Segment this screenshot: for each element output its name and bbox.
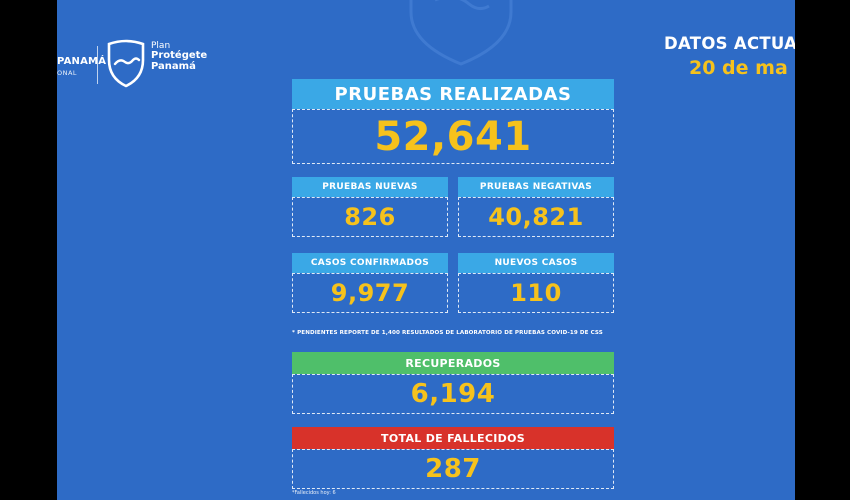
- stat-pruebas-negativas: PRUEBAS NEGATIVAS 40,821: [458, 177, 614, 237]
- logo-divider: [97, 46, 98, 84]
- date-label: 20 de ma: [689, 57, 788, 79]
- stat-recuperados: RECUPERADOS 6,194: [292, 352, 614, 414]
- panama-word: Panamá: [151, 60, 196, 72]
- datos-actualizados-label: DATOS ACTUA: [664, 34, 795, 53]
- government-name: PANAMÁ: [57, 56, 107, 67]
- stat-casos-confirmados: CASOS CONFIRMADOS 9,977: [292, 253, 448, 313]
- stat-label: PRUEBAS NEGATIVAS: [458, 177, 614, 197]
- stat-nuevos-casos: NUEVOS CASOS 110: [458, 253, 614, 313]
- plan-shield-icon: [107, 39, 145, 88]
- shield-watermark-icon: [409, 0, 513, 66]
- stat-value: 52,641: [292, 109, 614, 164]
- stat-value: 6,194: [292, 374, 614, 414]
- stat-label: PRUEBAS NUEVAS: [292, 177, 448, 197]
- government-logo: PANAMÁ ONAL: [57, 56, 107, 86]
- stat-label: CASOS CONFIRMADOS: [292, 253, 448, 273]
- stat-label: PRUEBAS REALIZADAS: [292, 79, 614, 109]
- fallecidos-hoy-footnote: *Fallecidos hoy: 6: [292, 490, 336, 496]
- plan-word: Plan: [151, 41, 171, 51]
- government-subtitle: ONAL: [57, 69, 78, 77]
- stat-total-fallecidos: TOTAL DE FALLECIDOS 287: [292, 427, 614, 489]
- plan-text: Plan Protégete Panamá: [151, 41, 208, 72]
- stat-pruebas-realizadas: PRUEBAS REALIZADAS 52,641: [292, 79, 614, 164]
- stat-value: 287: [292, 449, 614, 489]
- plan-logo: Plan Protégete Panamá: [105, 38, 225, 88]
- infographic-frame: PANAMÁ ONAL Plan Protégete Panamá DATOS …: [57, 0, 795, 500]
- stat-value: 40,821: [458, 197, 614, 237]
- protegete-word: Protégete: [151, 50, 208, 62]
- stat-label: RECUPERADOS: [292, 352, 614, 374]
- stat-value: 826: [292, 197, 448, 237]
- stat-value: 110: [458, 273, 614, 313]
- stat-pruebas-nuevas: PRUEBAS NUEVAS 826: [292, 177, 448, 237]
- stat-value: 9,977: [292, 273, 448, 313]
- stat-label: TOTAL DE FALLECIDOS: [292, 427, 614, 449]
- stat-label: NUEVOS CASOS: [458, 253, 614, 273]
- pending-results-note: * PENDIENTES REPORTE DE 1,400 RESULTADOS…: [292, 330, 603, 336]
